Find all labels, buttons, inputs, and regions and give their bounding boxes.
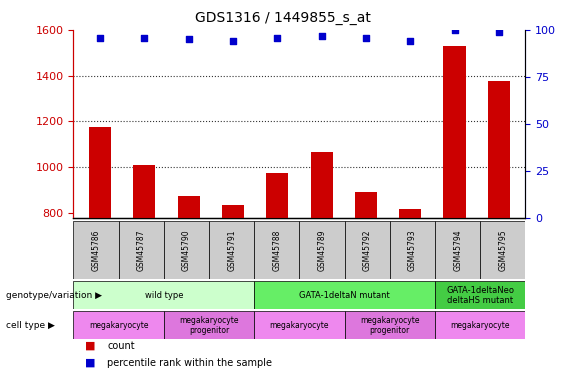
Text: GSM45793: GSM45793 xyxy=(408,230,417,271)
Text: ■: ■ xyxy=(85,340,95,351)
Text: count: count xyxy=(107,340,135,351)
FancyBboxPatch shape xyxy=(254,221,299,279)
Text: megakaryocyte
progenitor: megakaryocyte progenitor xyxy=(360,316,420,335)
Text: GSM45789: GSM45789 xyxy=(318,230,327,271)
Bar xyxy=(355,192,377,375)
FancyBboxPatch shape xyxy=(254,281,435,309)
Text: megakaryocyte: megakaryocyte xyxy=(450,321,510,330)
Text: GSM45786: GSM45786 xyxy=(92,230,101,271)
FancyBboxPatch shape xyxy=(73,221,119,279)
Text: megakaryocyte: megakaryocyte xyxy=(270,321,329,330)
Text: GSM45792: GSM45792 xyxy=(363,230,372,271)
FancyBboxPatch shape xyxy=(435,281,525,309)
Text: megakaryocyte: megakaryocyte xyxy=(89,321,149,330)
FancyBboxPatch shape xyxy=(254,311,345,339)
FancyBboxPatch shape xyxy=(435,311,525,339)
FancyBboxPatch shape xyxy=(119,221,164,279)
Bar xyxy=(266,173,288,375)
Bar xyxy=(488,81,510,375)
Text: GSM45788: GSM45788 xyxy=(272,230,281,271)
Point xyxy=(494,29,503,35)
Point xyxy=(228,38,237,44)
Point xyxy=(95,34,105,40)
FancyBboxPatch shape xyxy=(73,281,254,309)
Text: genotype/variation ▶: genotype/variation ▶ xyxy=(6,291,102,300)
Bar xyxy=(399,210,421,375)
Bar xyxy=(444,46,466,375)
FancyBboxPatch shape xyxy=(164,221,209,279)
Text: wild type: wild type xyxy=(145,291,183,300)
Text: GSM45791: GSM45791 xyxy=(227,230,236,271)
FancyBboxPatch shape xyxy=(209,221,254,279)
Text: GDS1316 / 1449855_s_at: GDS1316 / 1449855_s_at xyxy=(194,11,371,25)
Text: GATA-1deltaNeo
deltaHS mutant: GATA-1deltaNeo deltaHS mutant xyxy=(446,286,514,305)
Bar xyxy=(222,205,244,375)
Bar xyxy=(89,127,111,375)
Bar xyxy=(177,196,200,375)
FancyBboxPatch shape xyxy=(345,221,390,279)
Point xyxy=(362,34,371,40)
FancyBboxPatch shape xyxy=(390,221,435,279)
FancyBboxPatch shape xyxy=(480,221,525,279)
Text: GSM45787: GSM45787 xyxy=(137,230,146,271)
Bar xyxy=(133,165,155,375)
FancyBboxPatch shape xyxy=(299,221,345,279)
Text: cell type ▶: cell type ▶ xyxy=(6,321,55,330)
Text: megakaryocyte
progenitor: megakaryocyte progenitor xyxy=(179,316,239,335)
Point xyxy=(273,34,282,40)
Point xyxy=(184,36,193,42)
FancyBboxPatch shape xyxy=(435,221,480,279)
Text: GATA-1deltaN mutant: GATA-1deltaN mutant xyxy=(299,291,390,300)
Text: percentile rank within the sample: percentile rank within the sample xyxy=(107,357,272,368)
Text: GSM45790: GSM45790 xyxy=(182,230,191,271)
Point xyxy=(450,27,459,33)
FancyBboxPatch shape xyxy=(73,311,164,339)
Bar xyxy=(311,152,333,375)
Text: ■: ■ xyxy=(85,357,95,368)
FancyBboxPatch shape xyxy=(164,311,254,339)
FancyBboxPatch shape xyxy=(345,311,435,339)
Text: GSM45795: GSM45795 xyxy=(498,230,507,271)
Text: GSM45794: GSM45794 xyxy=(453,230,462,271)
Point xyxy=(406,38,415,44)
Point xyxy=(317,33,326,39)
Point xyxy=(140,34,149,40)
